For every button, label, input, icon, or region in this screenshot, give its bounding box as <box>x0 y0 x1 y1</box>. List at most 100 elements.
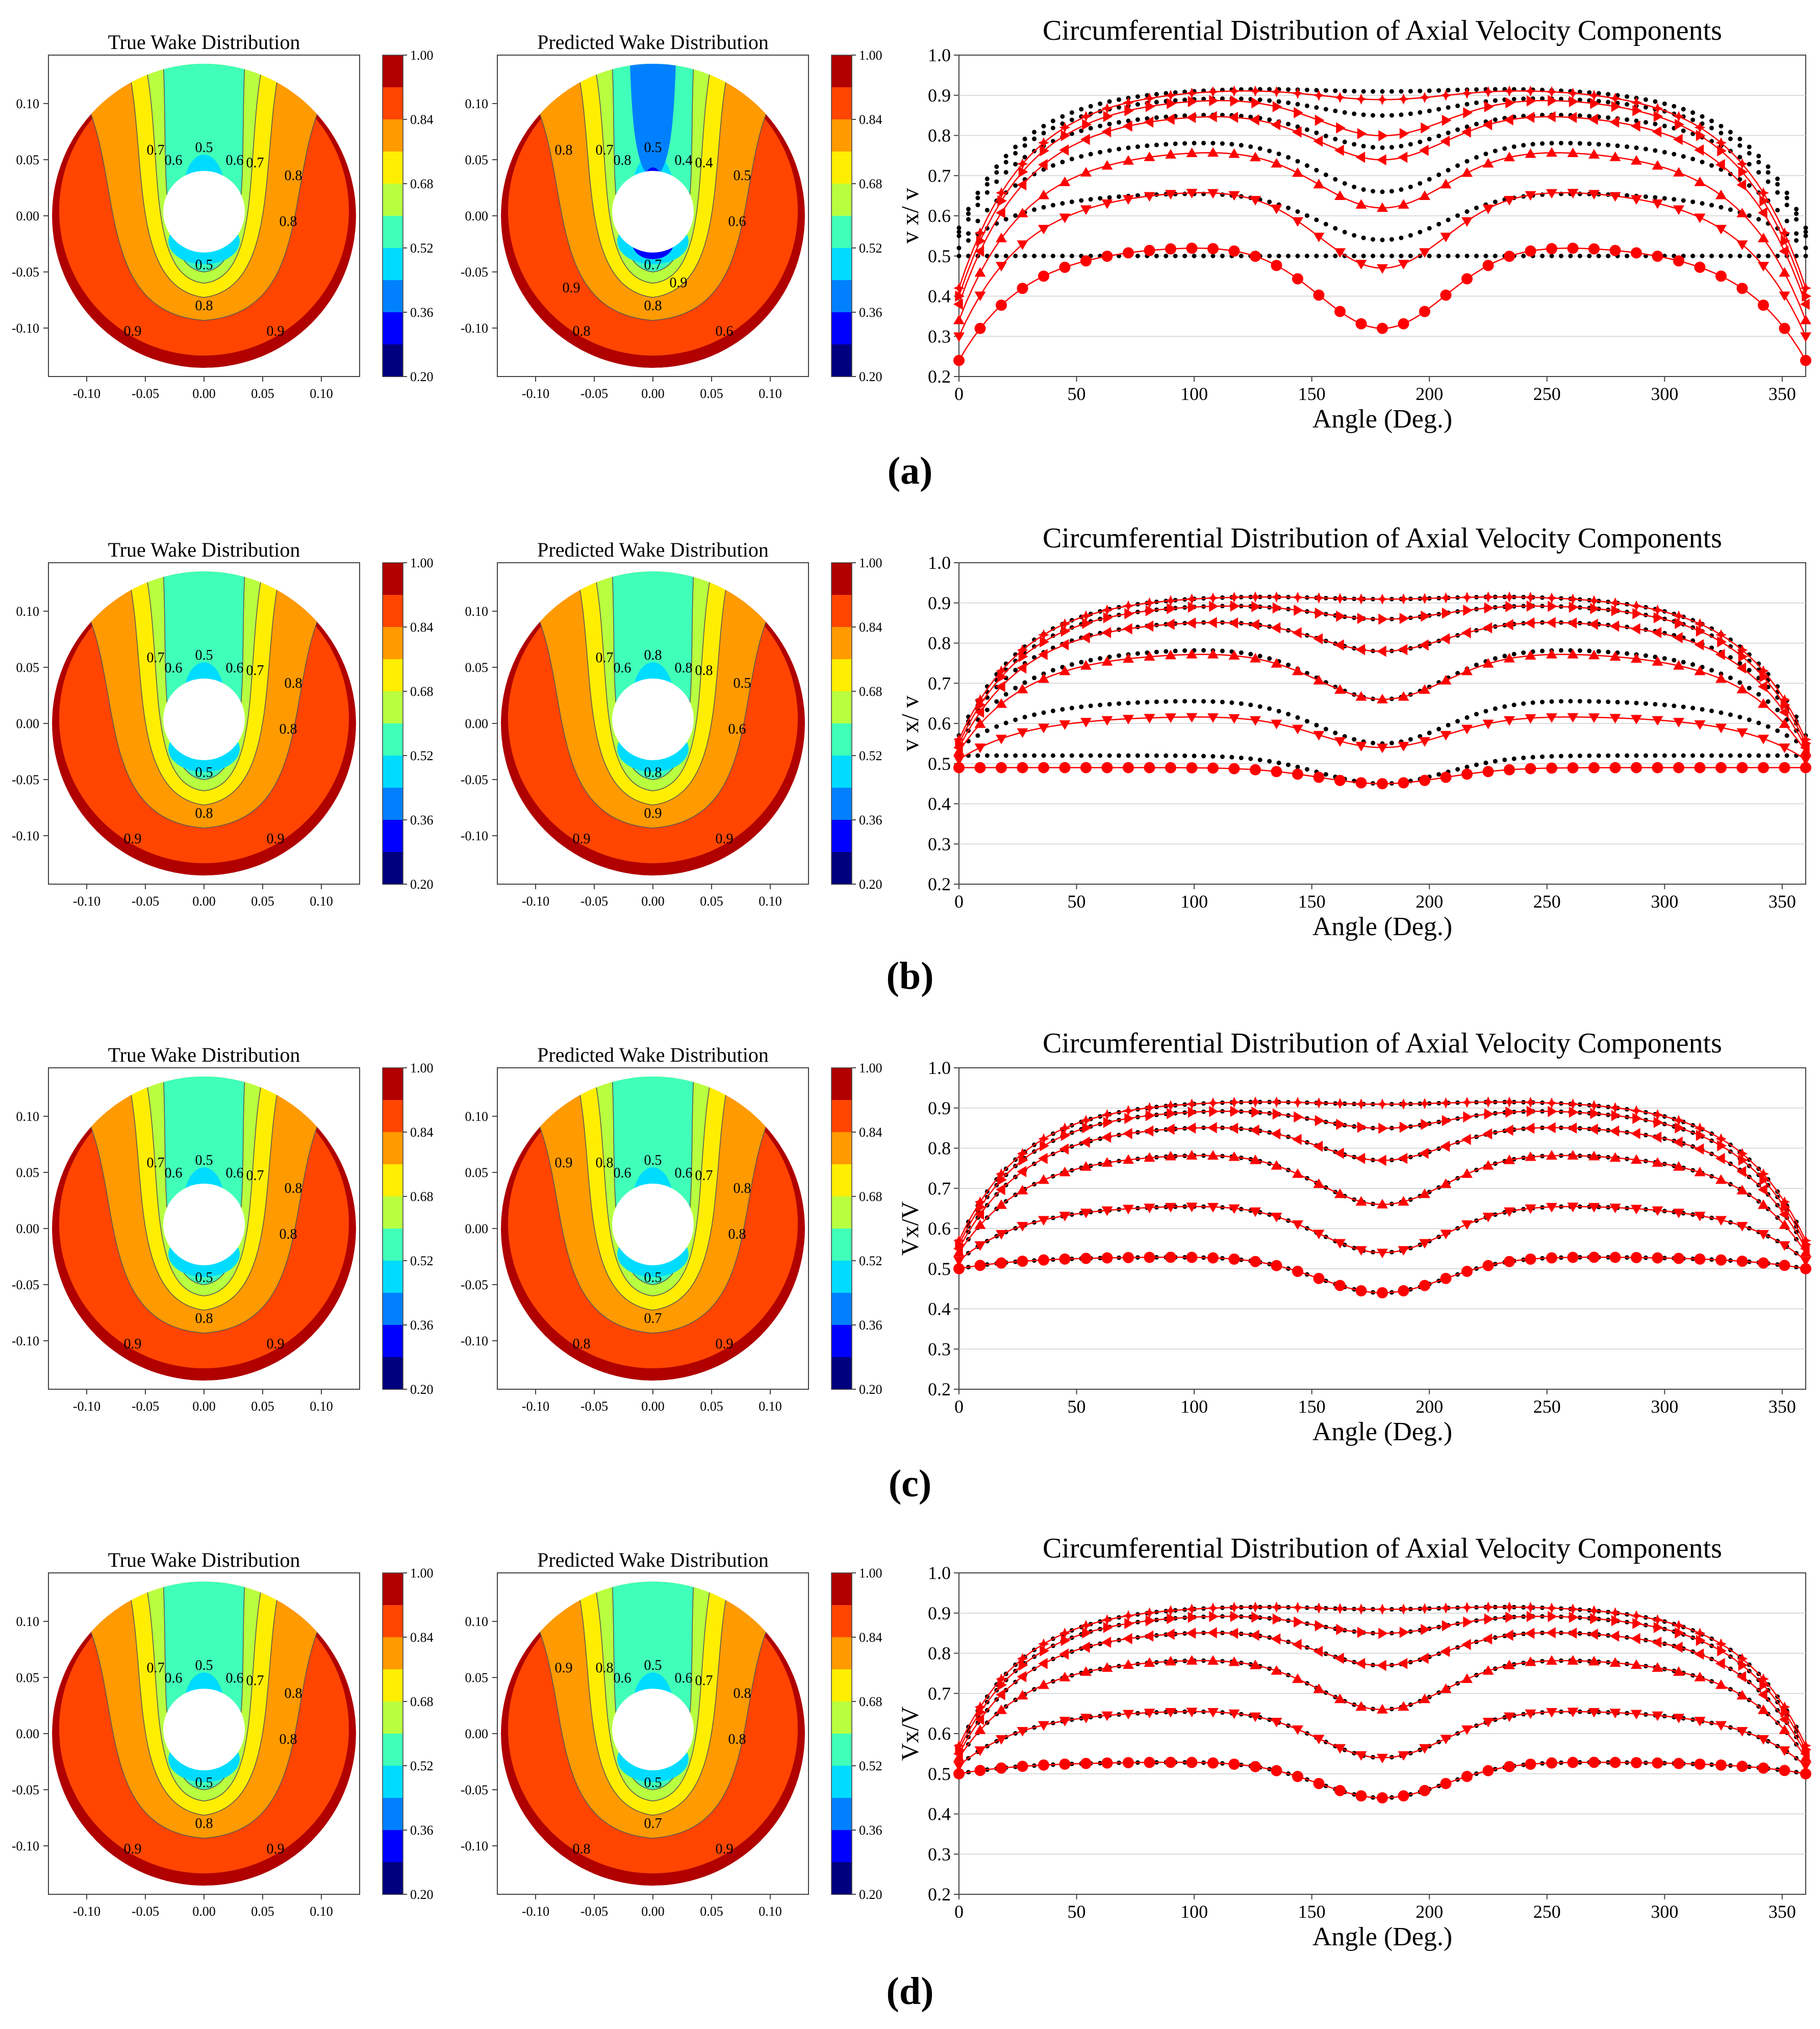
x-tick-label: 350 <box>1768 891 1796 912</box>
true-point <box>1577 89 1582 94</box>
true-point <box>1323 772 1328 777</box>
contour-label: 0.4 <box>675 153 693 168</box>
predicted-marker <box>1631 1633 1640 1644</box>
predicted-marker <box>1017 1222 1028 1232</box>
predicted-marker <box>1736 762 1748 773</box>
true-point <box>1511 144 1516 149</box>
predicted-marker <box>1250 1124 1259 1136</box>
y-tick-label: 1.0 <box>928 45 951 65</box>
predicted-marker <box>1567 112 1577 123</box>
true-point <box>1145 699 1150 705</box>
predicted-marker <box>1272 1108 1282 1120</box>
true-point <box>1371 89 1376 94</box>
true-point <box>1765 724 1771 729</box>
contour-label: 0.9 <box>124 831 142 847</box>
true-point <box>1568 254 1573 259</box>
predicted-marker <box>1334 593 1346 605</box>
x-tick-label: 0.10 <box>310 386 333 401</box>
predicted-marker <box>1525 148 1536 158</box>
true-point <box>1747 144 1752 149</box>
true-point <box>1653 702 1658 707</box>
colorbar-segment <box>831 344 852 377</box>
colorbar-tick-label: 0.84 <box>410 620 434 635</box>
predicted-marker <box>1315 1620 1325 1632</box>
true-point <box>1718 254 1724 259</box>
colorbar-frame <box>382 55 403 377</box>
predicted-marker <box>1377 778 1388 790</box>
true-point <box>966 207 971 212</box>
true-point <box>1728 712 1733 717</box>
predicted-marker <box>1165 1100 1176 1112</box>
contour-label: 0.8 <box>695 663 713 679</box>
predicted-marker <box>1419 1603 1430 1615</box>
predicted-marker <box>1165 1203 1176 1213</box>
predicted-marker <box>1292 273 1303 285</box>
true-point <box>1653 99 1658 104</box>
true-point <box>1625 193 1630 198</box>
true-point <box>1069 117 1074 122</box>
predicted-marker <box>1779 267 1790 277</box>
true-point <box>1257 146 1262 151</box>
true-point <box>1446 722 1451 728</box>
predicted-marker <box>1377 154 1386 166</box>
predicted-marker <box>1018 166 1028 178</box>
predicted-marker <box>1123 1610 1134 1622</box>
true-point <box>1521 143 1526 148</box>
predicted-marker <box>1631 1610 1642 1622</box>
true-point <box>1022 136 1027 141</box>
true-point <box>1248 756 1253 761</box>
predicted-marker <box>1101 126 1111 138</box>
true-point <box>984 707 990 712</box>
true-point <box>1615 699 1620 705</box>
predicted-marker <box>1334 1147 1344 1159</box>
colorbar: 1.000.840.680.520.360.20 <box>831 1566 882 1902</box>
true-point <box>1765 753 1771 758</box>
true-point <box>1747 753 1752 758</box>
predicted-marker <box>1294 605 1303 616</box>
true-point <box>1756 720 1761 725</box>
predicted-marker <box>1145 605 1155 617</box>
true-point <box>1493 117 1498 122</box>
x-tick-label: 0.00 <box>641 1904 665 1919</box>
true-point <box>1709 163 1714 168</box>
predicted-marker <box>1207 713 1219 723</box>
predicted-marker <box>1546 648 1557 659</box>
predicted-marker <box>1673 1161 1684 1171</box>
predicted-marker <box>1588 762 1600 773</box>
contour-label: 0.5 <box>644 1775 662 1791</box>
predicted-marker <box>1292 1770 1303 1782</box>
y-tick-label: 0.7 <box>928 1683 951 1704</box>
predicted-marker <box>1482 1260 1494 1271</box>
predicted-marker <box>1080 1161 1092 1171</box>
x-tick-label: 0.00 <box>192 894 216 909</box>
colorbar-segment <box>831 1862 852 1895</box>
true-point <box>1248 703 1253 708</box>
predicted-marker <box>1546 713 1557 723</box>
predicted-marker <box>1548 1611 1557 1622</box>
y-tick-label: 0.10 <box>16 96 40 111</box>
predicted-marker <box>1800 1740 1811 1751</box>
true-point <box>1257 757 1262 762</box>
true-point <box>1558 648 1563 653</box>
panel-a: True Wake Distribution 0.7 0.6 0.5 0.6 0.7 0.8… <box>0 0 1820 505</box>
predicted-marker <box>1313 1735 1325 1745</box>
x-tick-label: 0.10 <box>759 1904 782 1919</box>
x-tick-label: 50 <box>1068 891 1086 912</box>
x-tick-label: 200 <box>1415 891 1443 912</box>
true-point <box>1493 656 1498 661</box>
true-point <box>1022 254 1027 259</box>
true-point <box>1427 254 1432 259</box>
predicted-marker <box>1165 149 1176 159</box>
true-point <box>1662 123 1667 129</box>
predicted-marker <box>1228 245 1240 257</box>
true-point <box>1135 102 1140 107</box>
predicted-marker <box>1080 1714 1092 1723</box>
predicted-marker <box>1611 1615 1621 1626</box>
y-tick-label: 0.8 <box>928 1643 951 1664</box>
y-tick-label: 0.10 <box>16 1109 40 1124</box>
y-tick-label: -0.10 <box>12 829 39 843</box>
predicted-marker <box>1334 639 1344 651</box>
predicted-marker <box>1313 89 1325 101</box>
predicted-marker <box>1080 1758 1092 1769</box>
predicted-marker <box>1250 1155 1261 1164</box>
